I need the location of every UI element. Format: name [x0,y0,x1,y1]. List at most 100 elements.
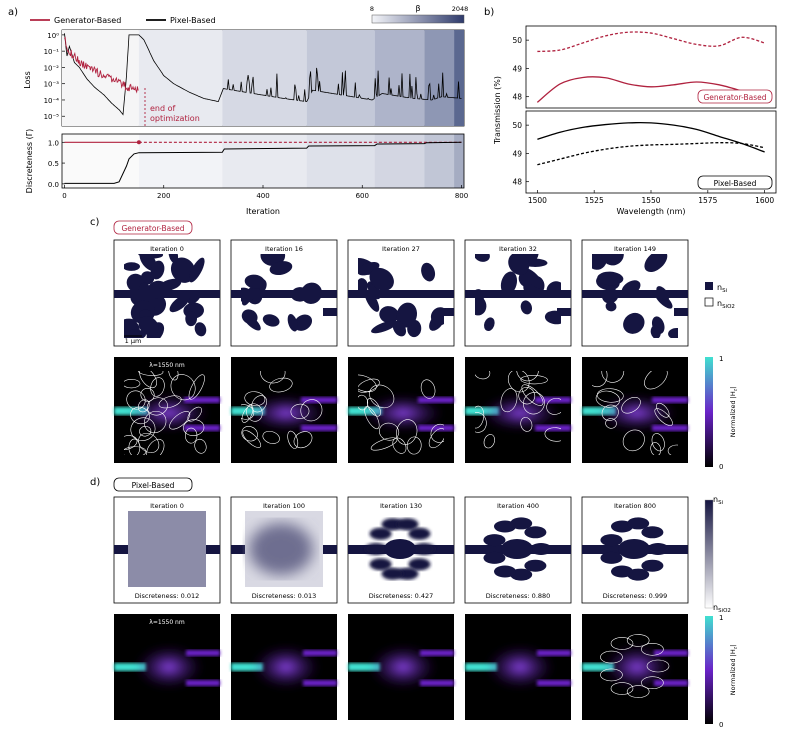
pix-si-outline [610,682,634,695]
si-outline [396,419,418,445]
si-blob [140,271,155,285]
field-cbar-d-max: 1 [719,614,723,622]
title-bg [381,500,421,510]
pix-si-blob [600,534,623,547]
pix-discreteness-label: Discreteness: 0.880 [486,592,551,600]
waveguide-out-low [674,308,688,316]
disc-label-bg [600,589,670,600]
si-outline [430,423,444,443]
si-blob [241,309,258,325]
field-out-upper [420,650,454,656]
si-outline [130,406,150,425]
si-outline [475,371,491,380]
si-blob [668,327,678,338]
si-outline [520,417,533,432]
trans-ytick-label: 50 [512,36,522,45]
si-outline [358,394,369,411]
waveguide-in [231,290,337,298]
trans-xtick-label: 1525 [585,196,604,205]
waveguide-in [465,290,571,298]
disc-line-2 [64,141,462,184]
si-blob [644,254,668,273]
field-cbar-c-label: Normalized |Hz| [729,387,739,438]
field-input-beam [582,663,614,671]
field-out-upper [303,650,337,656]
si-outline [183,419,205,436]
si-blob [260,254,286,267]
beta-stage-5 [424,30,455,126]
loss-chart: 10⁻⁵ 10⁻⁴ 10⁻³ 10⁻² 10⁻¹ 10⁰ Loss Generator-B… [23,4,468,127]
pix-si-blob [510,517,533,530]
generator-badge-label: Generator-Based [121,224,184,233]
beta-stage-lower-pad [62,134,65,188]
pix-si-blob [381,567,404,580]
disc-ytick-label: 0.0 [48,181,59,189]
legend-sio2-swatch [704,297,714,307]
pix-si-blob [413,543,435,555]
si-blob [138,254,164,259]
beta-stage-lower-4 [374,134,425,188]
beta-stage-lower-1 [138,134,223,188]
si-outline [621,397,641,414]
beta-stage-1 [138,30,223,126]
si-blob [158,278,182,291]
waveguide-in [348,290,454,298]
title-bg [382,243,420,253]
field-out-lower [537,680,571,686]
si-blob [475,254,490,262]
pix-structure-0: Iteration 0 Discreteness: 0.012 [113,496,221,604]
gen-field-0: λ=1550 nm [114,357,220,463]
pix-discreteness-label: Discreteness: 0.012 [135,592,200,600]
si-outline [260,371,286,384]
loss-ytick-label: 10⁻⁴ [44,97,60,105]
beta-stage-lower-0 [64,134,139,188]
si-outline [392,437,407,454]
gen-field-2 [348,357,454,463]
si-outline [475,412,487,433]
field-cbar-c-min: 0 [719,463,723,471]
field-glow [246,395,326,431]
pixel-badge-label: Pixel-Based [132,481,175,490]
si-outline [139,425,152,437]
trans-ytick-label: 50 [512,121,522,130]
legend-si-swatch [705,282,713,290]
si-outline [137,371,164,376]
pix-si-outline [610,637,634,650]
gen-structure-blobs [592,254,678,338]
disc-xtick-label: 800 [455,192,468,200]
field-out-lower [301,425,337,431]
pix-si-blob [483,551,506,564]
transmission-generator-chart: 48 49 50 Generator-Based [512,25,777,109]
gen-field-wavelength: λ=1550 nm [149,362,185,369]
si-blob [520,300,532,315]
beta-stage-pad [62,30,65,126]
beta-stage-lower-3 [306,134,375,188]
density-colorbar-d [704,499,714,609]
pix-discreteness-label: Discreteness: 0.013 [252,592,317,600]
pix-si-blob [365,543,387,555]
si-outline [644,371,668,390]
pix-si-core [501,539,533,559]
pix-si-core [384,539,416,559]
field-out-upper [418,397,454,403]
trans-gen-legend-label: Generator-Based [703,93,766,102]
si-outline [300,399,323,422]
si-outline [596,388,624,403]
gen-structure-title: Iteration 27 [382,245,420,253]
pix-si-outline [641,676,664,690]
si-outline [143,410,167,434]
si-outline [241,426,258,442]
pix-si-outline [600,668,623,682]
si-blob [138,316,159,336]
beta-symbol: β [415,4,420,13]
si-blob [358,278,368,293]
pix-structure-title: Iteration 0 [150,502,184,510]
pix-si-blob [369,527,392,540]
disc-label-bg [366,589,436,600]
pix-field-3 [465,614,571,720]
trans-ytick-label: 48 [512,178,522,187]
legend-pixel-label: Pixel-Based [170,16,216,25]
legend-sio2-label: nSiO2 [717,299,735,310]
waveguide-out-low [323,308,337,316]
